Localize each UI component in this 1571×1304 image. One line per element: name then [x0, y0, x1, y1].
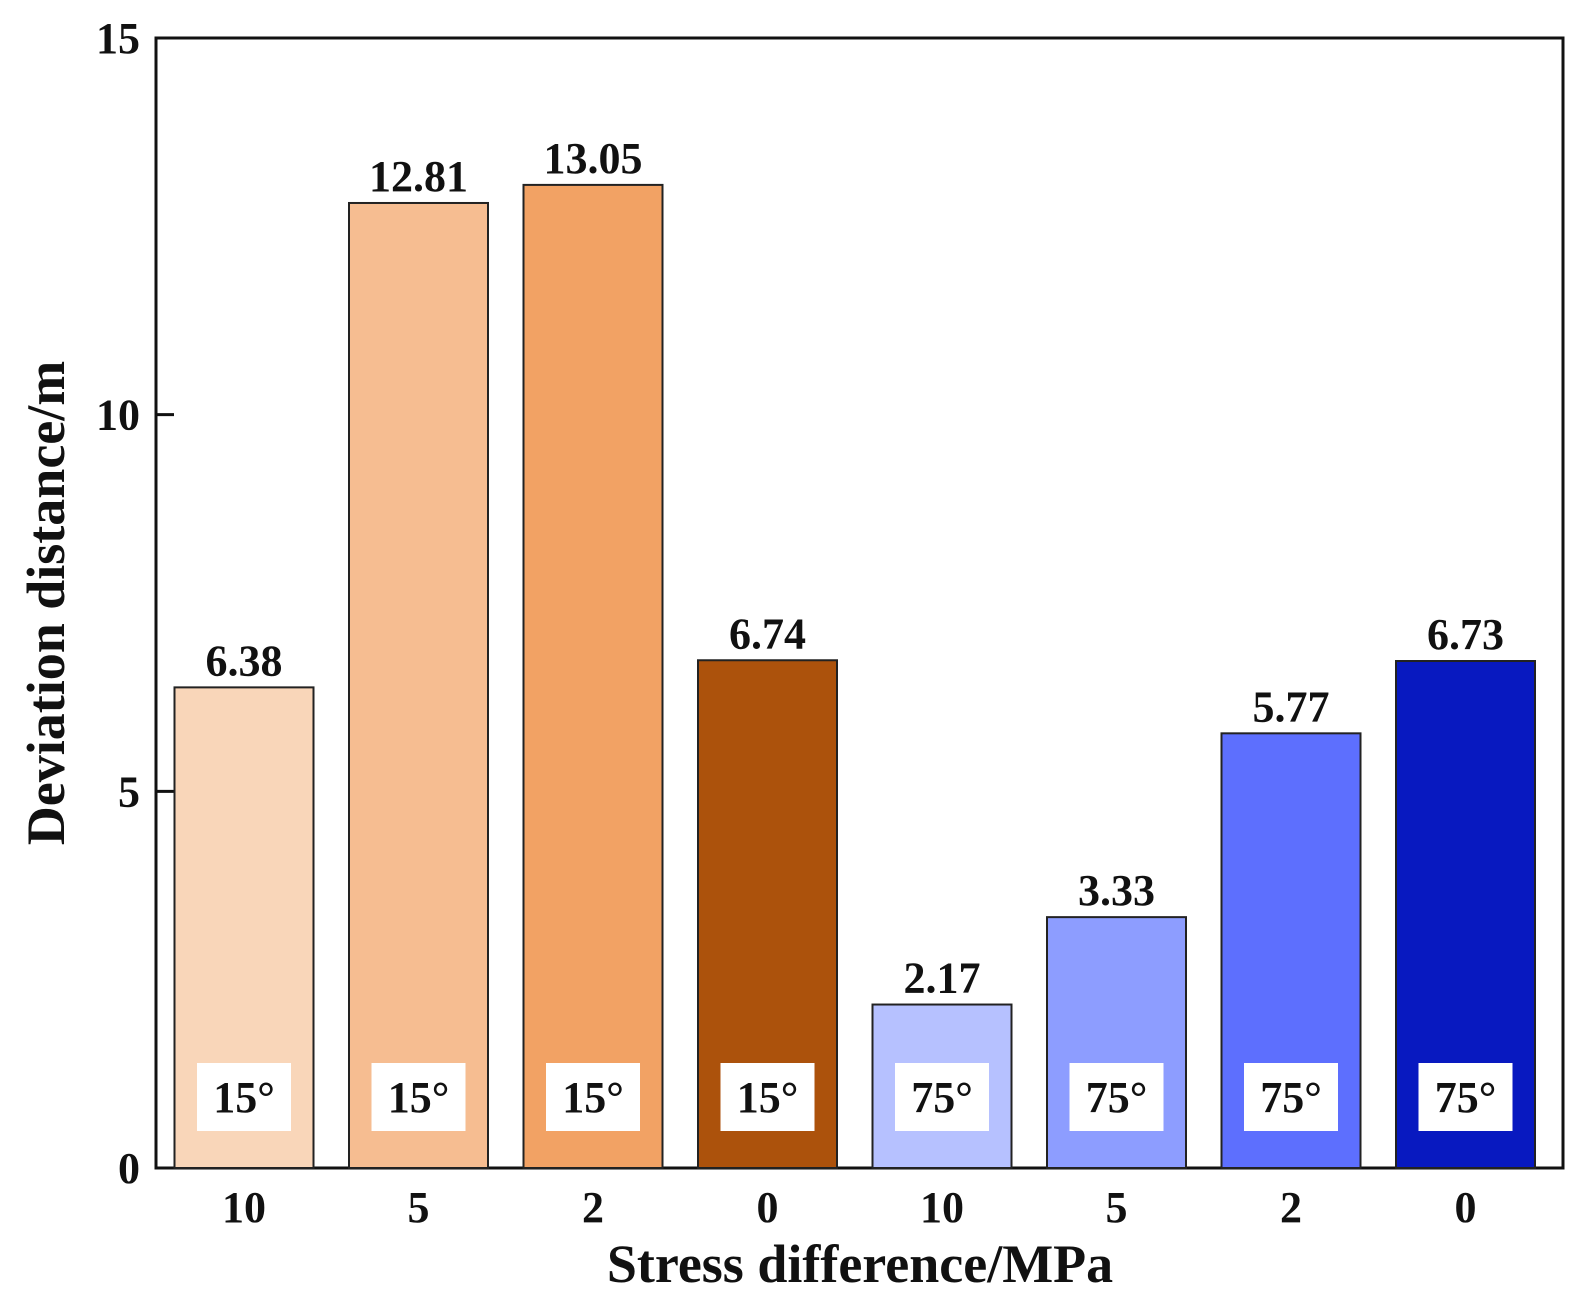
angle-badge	[1418, 1063, 1513, 1131]
angle-badge	[895, 1063, 989, 1131]
angle-badge-label: 75°	[1086, 1073, 1148, 1122]
x-tick-label: 2	[1280, 1183, 1302, 1232]
bar-value-label: 2.17	[904, 954, 981, 1003]
angle-badge-label: 15°	[562, 1073, 624, 1122]
bar-value-label: 6.38	[206, 636, 283, 685]
x-tick-label: 0	[1455, 1183, 1477, 1232]
angle-badge	[1244, 1063, 1338, 1131]
x-tick-label: 5	[408, 1183, 430, 1232]
x-tick-label: 0	[757, 1183, 779, 1232]
y-tick-label: 0	[118, 1144, 140, 1193]
angle-badge-label: 75°	[1435, 1073, 1497, 1122]
bar-value-label: 5.77	[1253, 682, 1330, 731]
y-tick-label: 5	[118, 767, 140, 816]
bar	[348, 201, 489, 1170]
angle-badge-label: 15°	[388, 1073, 450, 1122]
angle-badge	[720, 1063, 815, 1131]
plot-frame	[154, 36, 1565, 1170]
angle-badge	[197, 1063, 291, 1131]
bars-group: 6.38 15° 12.81 15° 13.05 15° 6.74 15° 2.17 75° 3.3…	[173, 134, 1536, 1170]
x-axis-title: Stress difference/MPa	[607, 1234, 1113, 1294]
bar-value-label: 6.74	[729, 609, 806, 658]
angle-badge	[546, 1063, 640, 1131]
x-axis-ticks: 10 5 2 0 10 5 2 0	[222, 1183, 1477, 1232]
bar-value-label: 6.73	[1427, 610, 1504, 659]
bar-value-label: 13.05	[544, 134, 643, 183]
x-tick-label: 2	[582, 1183, 604, 1232]
angle-badge-label: 75°	[1260, 1073, 1322, 1122]
x-tick-label: 10	[222, 1183, 266, 1232]
angle-badge-label: 75°	[911, 1073, 973, 1122]
y-axis-title: Deviation distance/m	[16, 361, 76, 845]
angle-badge	[1069, 1063, 1164, 1131]
x-tick-label: 10	[920, 1183, 964, 1232]
y-tick-label: 10	[96, 391, 140, 440]
y-axis-ticks: 0 5 10 15	[96, 14, 174, 1193]
bar-value-label: 3.33	[1078, 866, 1155, 915]
angle-badge	[371, 1063, 466, 1131]
bar	[522, 183, 664, 1169]
angle-badge-label: 15°	[737, 1073, 799, 1122]
angle-badge-label: 15°	[213, 1073, 275, 1122]
x-tick-label: 5	[1106, 1183, 1128, 1232]
y-tick-label: 15	[96, 14, 140, 63]
bar-value-label: 12.81	[369, 152, 468, 201]
